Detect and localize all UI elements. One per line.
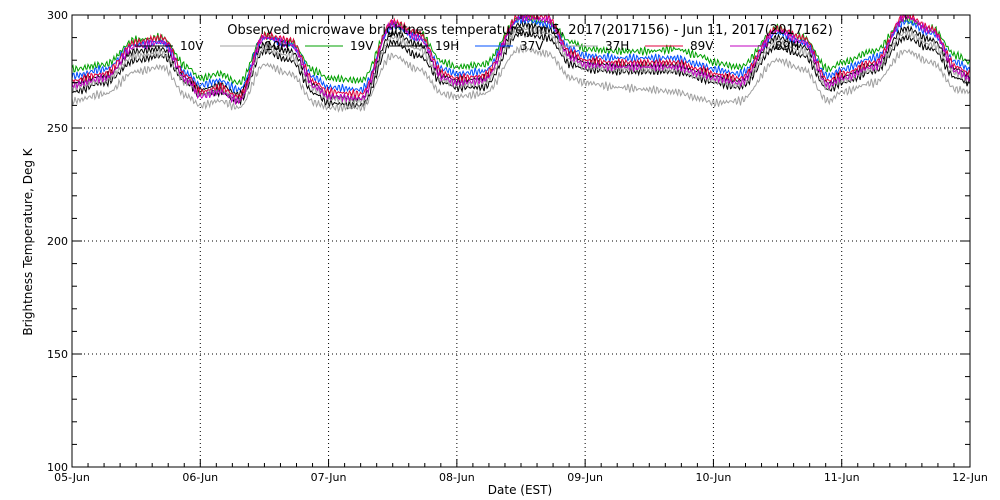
y-tick-label: 200 (47, 235, 68, 248)
x-tick-label: 09-Jun (567, 471, 603, 484)
legend-label: 89V (690, 39, 714, 53)
y-axis-title: Brightness Temperature, Deg K (21, 147, 35, 335)
legend-label: 37V (520, 39, 544, 53)
legend-label: 89H (775, 39, 799, 53)
legend-label: 37H (605, 39, 629, 53)
grid-lines (72, 15, 970, 467)
series-line-37v (71, 15, 971, 95)
axis-ticks (71, 14, 971, 468)
y-tick-label: 150 (47, 348, 68, 361)
series-layer (71, 13, 971, 113)
x-tick-label: 08-Jun (439, 471, 475, 484)
y-tick-label: 250 (47, 122, 68, 135)
x-tick-label: 06-Jun (182, 471, 218, 484)
x-axis-title: Date (EST) (488, 483, 552, 497)
y-tick-labels: 100 150 200 250 300 (47, 9, 68, 474)
series-line-10v (71, 27, 971, 110)
legend: 10V 10H 19V 19H 37V 37H 89V 89H (135, 39, 799, 53)
legend-label: 10H (265, 39, 289, 53)
y-tick-label: 100 (47, 461, 68, 474)
series-line-10h (71, 44, 971, 113)
x-tick-label: 10-Jun (696, 471, 732, 484)
x-tick-label: 11-Jun (824, 471, 860, 484)
x-tick-label: 07-Jun (311, 471, 347, 484)
legend-label: 19V (350, 39, 374, 53)
chart-title: Observed microwave brightness temperatur… (227, 23, 833, 38)
x-tick-labels: 05-Jun 06-Jun 07-Jun 08-Jun 09-Jun 10-Jun 11-J… (54, 471, 988, 484)
legend-label: 19H (435, 39, 459, 53)
legend-label: 10V (180, 39, 204, 53)
x-tick-label: 05-Jun (54, 471, 90, 484)
series-line-37h (71, 26, 971, 106)
x-tick-label: 12-Jun (952, 471, 988, 484)
y-tick-label: 300 (47, 9, 68, 22)
